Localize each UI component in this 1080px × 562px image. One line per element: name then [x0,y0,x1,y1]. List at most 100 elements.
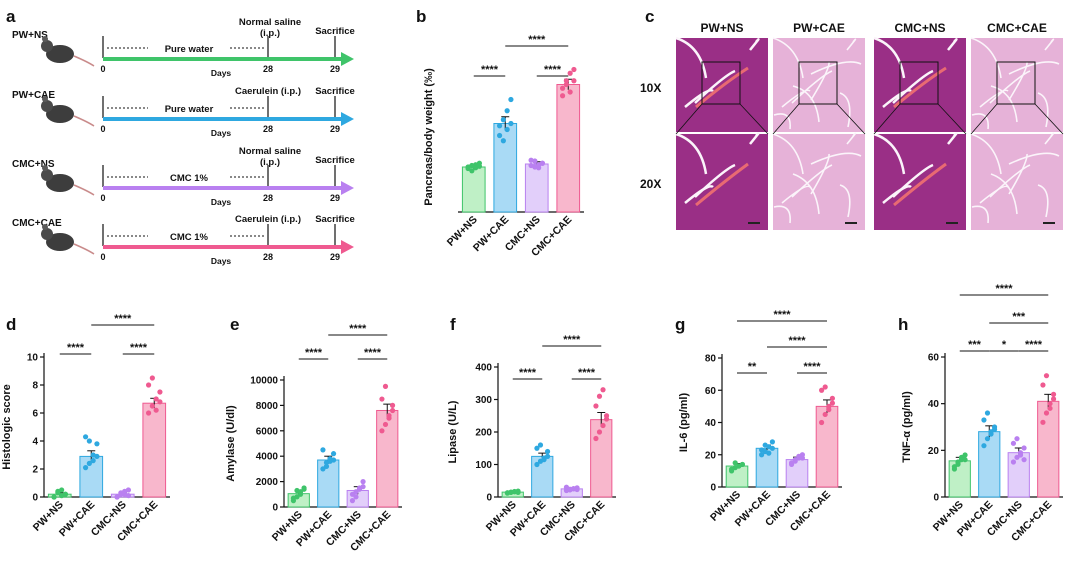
injection-sub-label: (i.p.) [260,157,280,168]
histology-image-10x [970,37,1063,132]
treatment-label: CMC 1% [170,232,209,243]
bar [1037,400,1060,498]
data-point [297,491,304,497]
data-point [145,382,152,388]
y-tick-label: 0 [710,483,716,494]
data-point [792,456,798,463]
data-point [571,66,577,73]
row-label-20x: 20X [640,177,661,191]
bar [978,431,1001,498]
day-29-label: 29 [330,124,340,134]
septa-line [694,69,736,104]
y-axis-label: IL-6 (pg/ml) [678,393,690,453]
chart-b-pancreas-weight: Pancreas/body weight (‰)PW+NSPW+CAECMC+N… [423,34,584,259]
data-point [500,117,506,123]
y-tick-label: 100 [475,460,492,471]
significance-label: *** [1012,311,1026,323]
septa-line [947,38,958,51]
data-point [62,491,69,497]
group-label: CMC+NS [12,159,55,170]
histology-image-20x [873,132,966,230]
data-point [593,435,599,442]
y-tick-label: 40 [928,399,940,410]
tissue-background [773,134,865,230]
significance-label: **** [528,34,546,46]
significance-label: **** [1025,339,1043,351]
y-axis-label: Histologic score [1,384,13,470]
data-point [1050,396,1057,402]
y-tick-label: 8 [32,381,38,392]
day-28-label: 28 [263,64,273,74]
data-point [1050,391,1057,397]
panel-letter-h: h [898,315,908,334]
septa-line [1044,38,1055,51]
significance-label: ** [748,361,757,373]
significance-label: **** [349,323,367,335]
y-tick-label: 2000 [256,477,279,488]
zoom-box [996,61,1036,105]
y-axis-label: Pancreas/body weight (‰) [423,68,435,206]
mouse-body [46,174,74,192]
panel-letter-c: c [645,7,654,26]
significance-label: **** [788,335,806,347]
data-point [766,450,772,456]
data-point [955,459,961,465]
significance-label: **** [130,342,148,354]
data-point [759,447,765,453]
scale-bar [748,222,760,224]
septa-line [839,184,851,218]
scale-bar [845,222,857,224]
data-point [153,396,159,402]
treatment-label: CMC 1% [170,173,209,184]
data-point [951,464,958,470]
data-point [559,85,566,91]
septa-line [990,173,1018,215]
data-point [769,445,776,451]
septa-line [846,132,857,145]
data-point [962,457,968,463]
mouse-icon [41,36,95,67]
mouse-ear [42,36,48,42]
y-tick-label: 200 [475,428,492,439]
significance-label: **** [114,313,132,325]
data-point [1040,419,1046,425]
histology-image-20x [970,132,1063,230]
septa-line [873,132,906,175]
zoom-connector [873,103,901,135]
mouse-head [41,169,53,181]
septa-line [971,113,989,130]
day-28-label: 28 [263,124,273,134]
mouse-icon [41,224,95,255]
panel-letter-g: g [675,315,685,334]
y-tick-label: 0 [32,493,38,504]
group-label: PW+NS [12,30,48,41]
data-point [759,452,765,458]
significance-label: **** [481,64,499,76]
data-point [544,448,551,455]
treatment-label: Pure water [165,44,214,55]
data-point [82,465,89,471]
blood-vessel [695,66,749,109]
sacrifice-label: Sacrifice [315,26,355,37]
zoom-connector [772,103,800,135]
day-0-label: 0 [100,193,105,203]
data-point [567,70,573,76]
data-point [981,417,987,423]
bar [556,84,581,213]
septa-line [1008,61,1060,75]
septa-line [810,152,862,165]
significance-label: **** [773,309,791,321]
mouse-icon [41,165,95,196]
data-point [528,157,534,163]
mouse-ear [42,224,48,230]
timeline-arrow-bar [103,57,343,61]
septa-line [1008,152,1060,165]
blood-vessel [695,162,749,207]
histology-column-label: PW+CAE [793,21,845,35]
data-point [323,463,330,469]
septa-line [990,85,1018,123]
data-point [149,375,155,381]
septa-line [773,205,791,224]
y-tick-label: 0 [933,493,939,504]
